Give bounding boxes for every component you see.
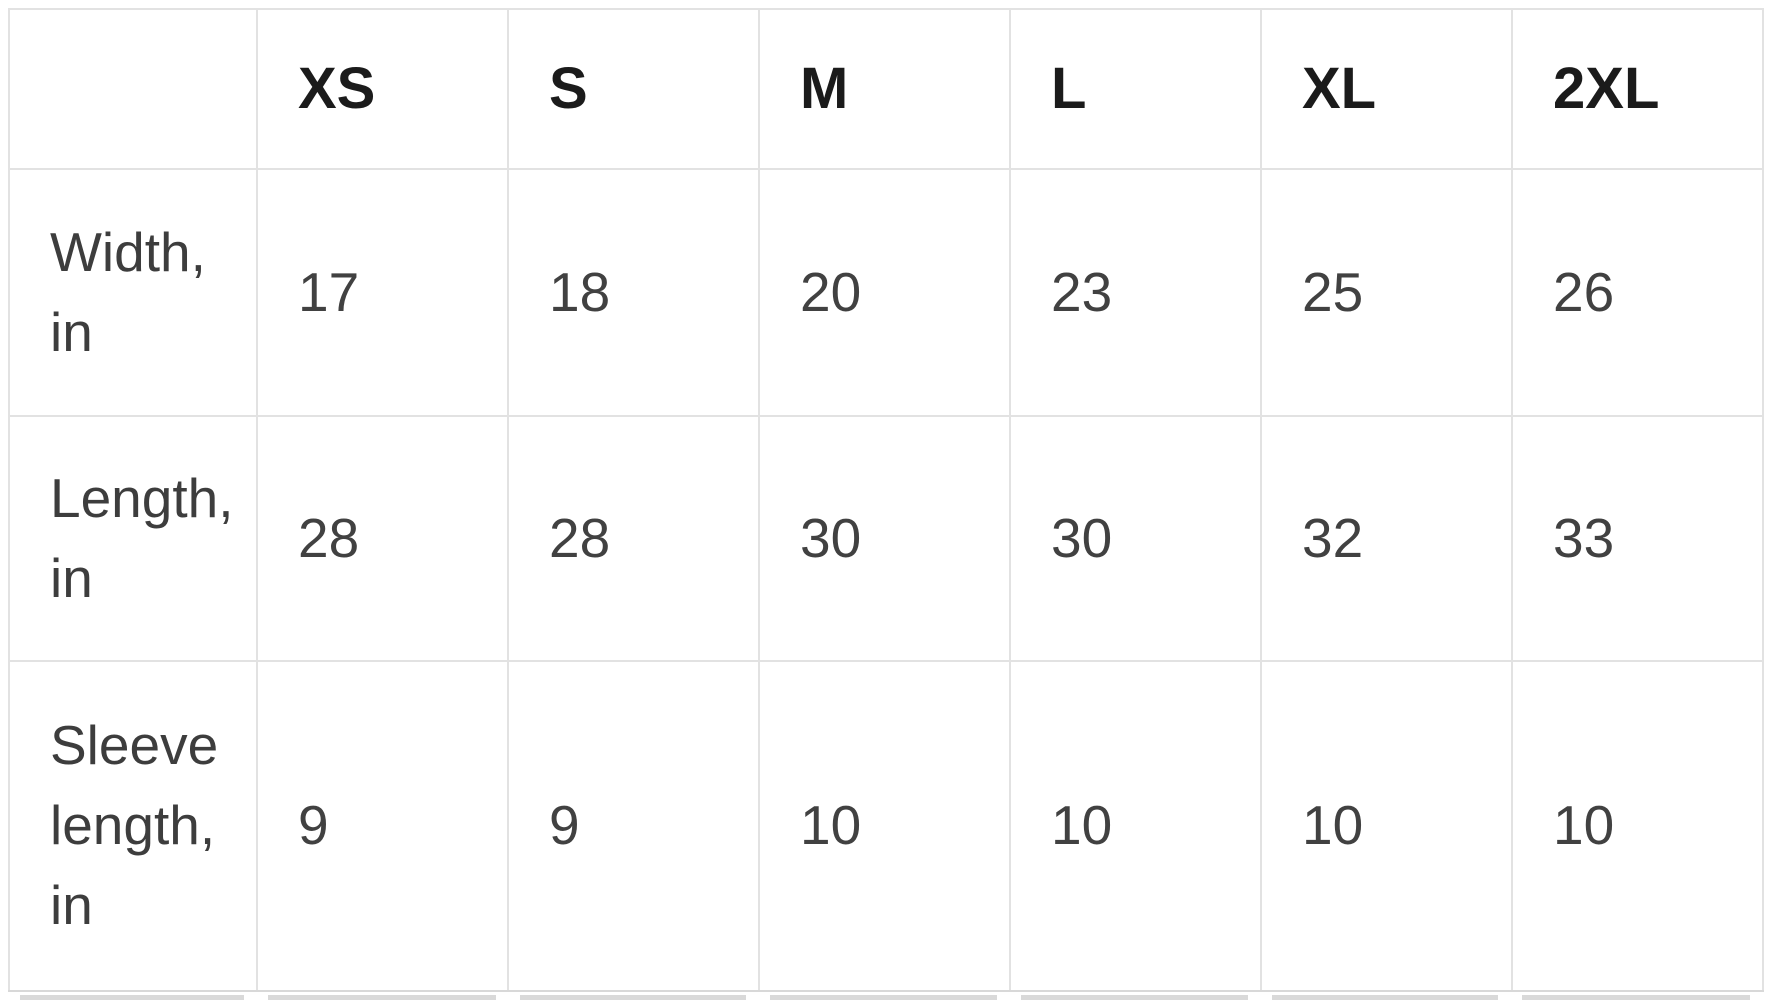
cell-length-m: 30 bbox=[758, 415, 1011, 662]
cell-length-s: 28 bbox=[507, 415, 760, 662]
corner-cell bbox=[8, 8, 258, 170]
cell-width-l: 23 bbox=[1009, 168, 1262, 417]
cell-width-m: 20 bbox=[758, 168, 1011, 417]
cell-width-2xl: 26 bbox=[1511, 168, 1764, 417]
header-row: XS S M L XL 2XL bbox=[8, 8, 1764, 170]
cell-sleeve-s: 9 bbox=[507, 660, 760, 992]
cell-sleeve-l: 10 bbox=[1009, 660, 1262, 992]
bottom-edge-gap bbox=[997, 995, 1021, 1000]
bottom-edge-gap bbox=[1248, 995, 1272, 1000]
cell-length-xl: 32 bbox=[1260, 415, 1513, 662]
cell-sleeve-xl: 10 bbox=[1260, 660, 1513, 992]
cell-sleeve-xs: 9 bbox=[256, 660, 509, 992]
cell-width-xl: 25 bbox=[1260, 168, 1513, 417]
cell-width-xs: 17 bbox=[256, 168, 509, 417]
table-row-width: Width, in 17 18 20 23 25 26 bbox=[8, 168, 1764, 417]
row-label-width: Width, in bbox=[8, 168, 258, 417]
cell-length-2xl: 33 bbox=[1511, 415, 1764, 662]
cell-length-l: 30 bbox=[1009, 415, 1262, 662]
header-m: M bbox=[758, 8, 1011, 170]
header-s: S bbox=[507, 8, 760, 170]
bottom-edge-gap bbox=[1750, 995, 1768, 1000]
bottom-edge-gap bbox=[1498, 995, 1522, 1000]
bottom-edge-gap bbox=[244, 995, 268, 1000]
size-chart-table: XS S M L XL 2XL Width, in 17 18 20 23 25… bbox=[8, 8, 1764, 992]
header-xs: XS bbox=[256, 8, 509, 170]
cell-sleeve-2xl: 10 bbox=[1511, 660, 1764, 992]
cell-length-xs: 28 bbox=[256, 415, 509, 662]
row-label-length: Length, in bbox=[8, 415, 258, 662]
table-row-sleeve-length: Sleeve length, in 9 9 10 10 10 10 bbox=[8, 660, 1764, 992]
header-2xl: 2XL bbox=[1511, 8, 1764, 170]
cell-width-s: 18 bbox=[507, 168, 760, 417]
header-l: L bbox=[1009, 8, 1262, 170]
row-label-sleeve-length: Sleeve length, in bbox=[8, 660, 258, 992]
cell-sleeve-m: 10 bbox=[758, 660, 1011, 992]
bottom-edge-gap bbox=[746, 995, 770, 1000]
bottom-edge-gap bbox=[496, 995, 520, 1000]
table-row-length: Length, in 28 28 30 30 32 33 bbox=[8, 415, 1764, 662]
header-xl: XL bbox=[1260, 8, 1513, 170]
bottom-edge-strip bbox=[20, 995, 1768, 1000]
